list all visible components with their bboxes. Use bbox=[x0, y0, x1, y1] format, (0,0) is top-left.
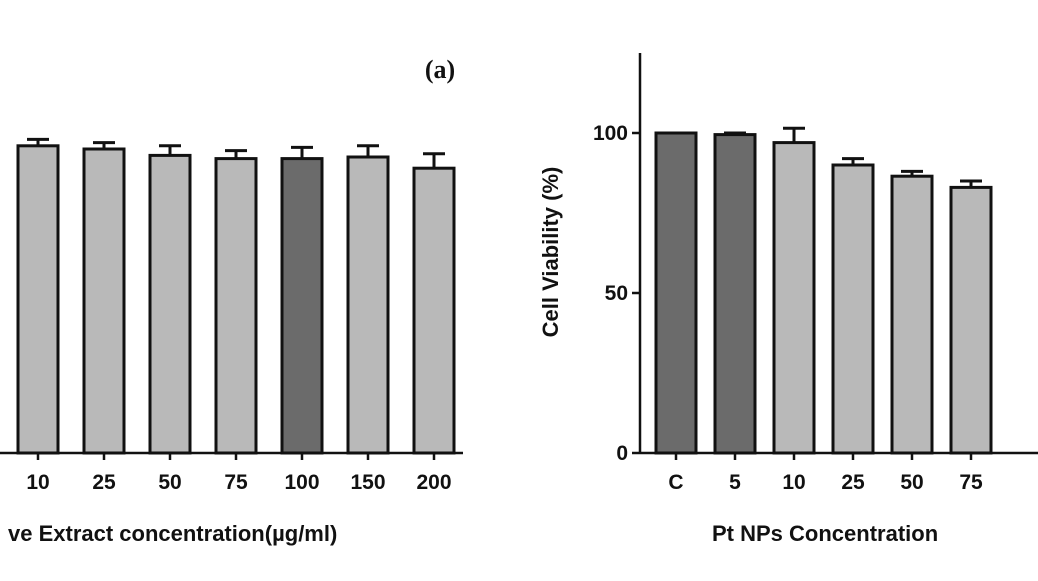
bar bbox=[82, 147, 126, 455]
right-chart-marks: 0 50 100 C 5 10 25 50 75 bbox=[593, 53, 1038, 494]
x-tick-label: 25 bbox=[841, 471, 865, 494]
bar bbox=[713, 133, 757, 455]
panel-label: (a) bbox=[425, 55, 455, 84]
bar bbox=[890, 174, 934, 455]
bar bbox=[949, 185, 993, 455]
bar bbox=[654, 131, 698, 455]
y-tick-label: 50 bbox=[605, 282, 628, 305]
right-x-axis-title: Pt NPs Concentration bbox=[712, 521, 938, 546]
x-tick-label: 200 bbox=[416, 471, 451, 494]
x-tick-label: 50 bbox=[900, 471, 923, 494]
bar bbox=[831, 163, 875, 455]
x-tick-label: 10 bbox=[26, 471, 49, 494]
y-tick-label: 0 bbox=[616, 442, 628, 465]
bar bbox=[280, 157, 324, 455]
x-tick-label: 50 bbox=[158, 471, 181, 494]
left-x-axis-title: ve Extract concentration(µg/ml) bbox=[8, 521, 337, 546]
x-tick-label: 10 bbox=[782, 471, 805, 494]
x-tick-label: 75 bbox=[224, 471, 248, 494]
x-tick-label: 150 bbox=[350, 471, 385, 494]
y-tick-label: 100 bbox=[593, 122, 628, 145]
bar bbox=[346, 155, 390, 455]
x-tick-label: 75 bbox=[959, 471, 983, 494]
right-y-axis-title: Cell Viability (%) bbox=[538, 167, 563, 338]
x-tick-label: 100 bbox=[284, 471, 319, 494]
left-chart-marks: 10 25 50 75 100 150 200 bbox=[0, 137, 463, 494]
bar bbox=[148, 153, 192, 455]
bar bbox=[16, 144, 60, 455]
bar bbox=[412, 166, 456, 455]
bar bbox=[214, 157, 258, 455]
x-tick-label: 25 bbox=[92, 471, 116, 494]
x-tick-label: C bbox=[668, 471, 683, 494]
bar bbox=[772, 141, 816, 455]
x-tick-label: 5 bbox=[729, 471, 741, 494]
